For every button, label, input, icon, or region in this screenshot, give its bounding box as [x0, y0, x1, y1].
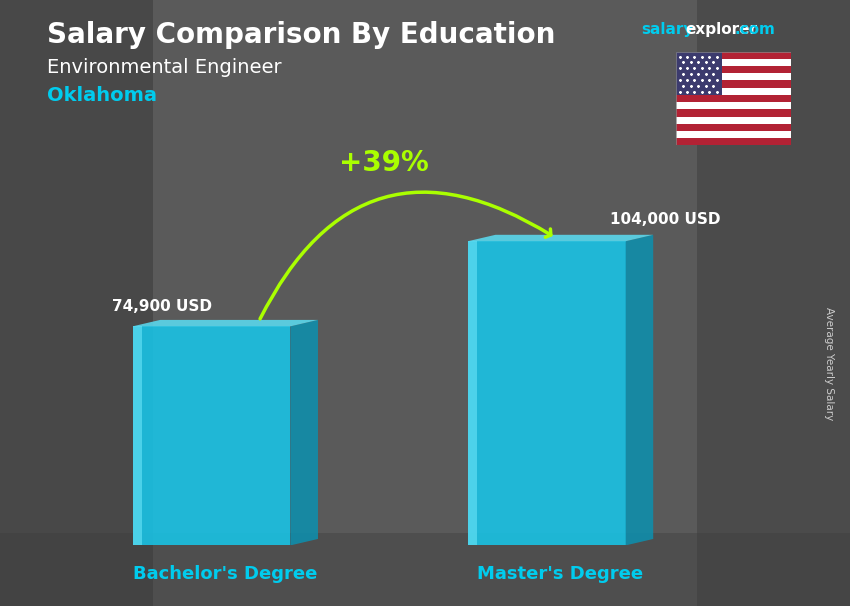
Text: 104,000 USD: 104,000 USD	[609, 212, 720, 227]
Bar	[676, 109, 790, 116]
Bar	[676, 124, 790, 131]
Bar	[676, 81, 790, 88]
Bar	[468, 241, 478, 545]
Polygon shape	[468, 235, 653, 241]
Polygon shape	[626, 235, 653, 545]
Text: Bachelor's Degree: Bachelor's Degree	[133, 565, 317, 583]
Bar	[676, 59, 790, 66]
Polygon shape	[291, 320, 318, 545]
Bar	[676, 138, 790, 145]
Text: Oklahoma: Oklahoma	[47, 86, 156, 105]
Bar	[676, 95, 790, 102]
Bar	[676, 88, 790, 95]
Text: Environmental Engineer: Environmental Engineer	[47, 58, 281, 76]
Text: explorer: explorer	[685, 22, 757, 37]
Bar	[676, 116, 790, 124]
Bar	[676, 52, 722, 95]
Text: salary: salary	[642, 22, 694, 37]
Text: Average Yearly Salary: Average Yearly Salary	[824, 307, 834, 420]
Text: +39%: +39%	[339, 148, 429, 176]
Bar	[676, 66, 790, 73]
Text: 74,900 USD: 74,900 USD	[112, 299, 212, 314]
Text: .com: .com	[734, 22, 775, 37]
Bar	[133, 327, 291, 545]
Bar	[676, 73, 790, 81]
Text: Master's Degree: Master's Degree	[478, 565, 643, 583]
Polygon shape	[133, 320, 318, 327]
Bar	[133, 327, 142, 545]
Bar	[676, 102, 790, 109]
Text: Salary Comparison By Education: Salary Comparison By Education	[47, 21, 555, 49]
Bar	[676, 52, 790, 59]
Bar	[468, 241, 626, 545]
Bar	[676, 131, 790, 138]
